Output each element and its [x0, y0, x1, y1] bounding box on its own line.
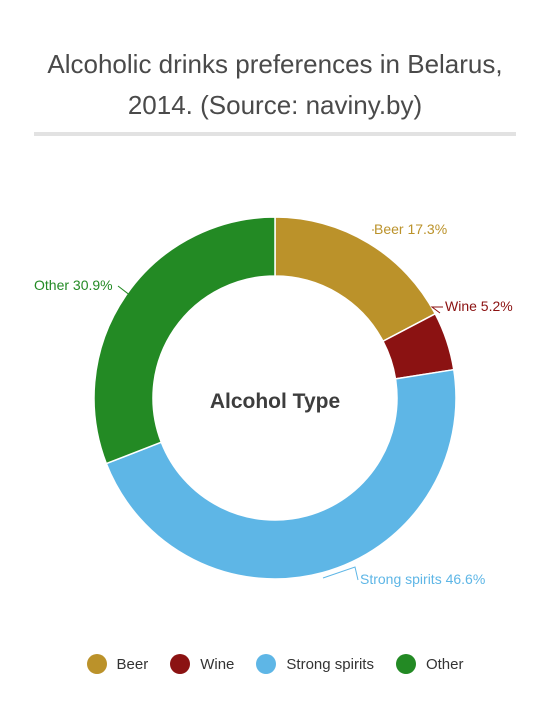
- legend-item-other[interactable]: Other: [395, 654, 464, 674]
- data-label-strong-spirits: Strong spirits 46.6%: [360, 571, 485, 587]
- leader-line-strong-spirits: [322, 566, 359, 581]
- legend-swatch-wine: [170, 654, 191, 674]
- data-label-beer: Beer 17.3%: [374, 221, 447, 237]
- leader-line-wine: [430, 306, 443, 314]
- legend-item-wine[interactable]: Wine: [170, 654, 234, 674]
- chart-legend: Beer Wine Strong spirits Other: [0, 654, 550, 674]
- legend-swatch-strong-spirits: [256, 654, 277, 674]
- slice-strong-spirits[interactable]: [105, 368, 457, 580]
- leader-line-other: [117, 285, 132, 297]
- legend-label-other: Other: [425, 655, 464, 673]
- center-label: Alcohol Type: [210, 390, 340, 413]
- title-divider: [34, 132, 516, 136]
- data-label-other: Other 30.9%: [34, 277, 113, 293]
- donut-chart: Beer 17.3% Wine 5.2% Strong spirits 46.6% O…: [34, 216, 513, 587]
- legend-label-wine: Wine: [200, 655, 235, 673]
- legend-swatch-beer: [86, 654, 107, 674]
- legend-label-beer: Beer: [116, 655, 149, 673]
- legend-item-strong-spirits[interactable]: Strong spirits: [256, 654, 374, 674]
- legend-item-beer[interactable]: Beer: [86, 654, 149, 674]
- data-label-wine: Wine 5.2%: [445, 298, 513, 314]
- chart-title: Alcoholic drinks preferences in Belarus,…: [47, 49, 503, 120]
- legend-label-strong-spirits: Strong spirits: [286, 655, 374, 673]
- slice-other[interactable]: [93, 216, 276, 465]
- legend-swatch-other: [395, 654, 416, 674]
